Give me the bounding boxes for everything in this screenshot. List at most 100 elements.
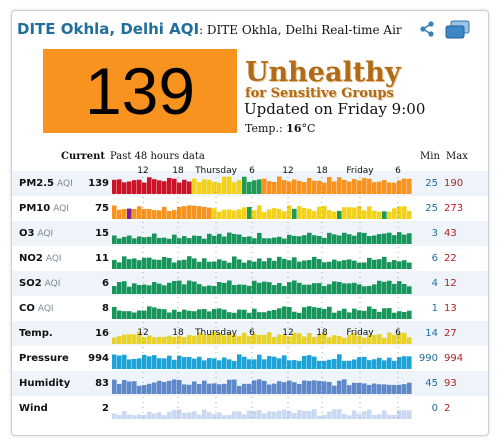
history-bar	[347, 207, 352, 219]
history-bar	[262, 334, 267, 344]
history-bar	[187, 310, 192, 319]
history-bar	[132, 238, 137, 244]
history-bar	[262, 261, 267, 269]
history-bar	[277, 334, 282, 344]
history-bar	[407, 178, 412, 194]
history-bar	[217, 412, 222, 419]
history-bar	[387, 414, 392, 419]
history-bar	[142, 337, 147, 344]
temp-unit: °C	[301, 122, 316, 135]
history-bar	[147, 383, 152, 394]
history-bar	[407, 286, 412, 294]
history-bar	[357, 413, 362, 419]
history-bar	[257, 205, 262, 219]
share-icon[interactable]	[420, 21, 434, 37]
history-bar	[347, 415, 352, 419]
history-bar	[172, 410, 177, 419]
history-bar	[152, 233, 157, 244]
history-bar	[357, 206, 362, 219]
history-bar	[302, 284, 307, 294]
history-bar	[267, 332, 272, 344]
history-bar	[367, 360, 372, 369]
history-bar	[232, 285, 237, 294]
history-bar	[207, 233, 212, 244]
history-bar	[132, 334, 137, 344]
history-bar	[367, 236, 372, 244]
history-bar	[227, 379, 232, 394]
history-bar	[292, 208, 297, 219]
history-bar	[112, 179, 117, 194]
history-bar	[212, 208, 217, 219]
stacked-windows-icon[interactable]	[445, 20, 471, 40]
history-bar	[162, 382, 167, 394]
history-bar	[167, 258, 172, 269]
history-bar	[302, 336, 307, 344]
history-bar	[382, 360, 387, 369]
history-bar	[322, 205, 327, 219]
history-bar	[392, 208, 397, 219]
history-bar	[132, 415, 137, 419]
history-bar	[342, 283, 347, 294]
history-bar	[147, 236, 152, 244]
current-column-header: Current	[61, 151, 106, 162]
history-bar	[282, 286, 287, 294]
history-bar	[317, 283, 322, 294]
history-bar	[292, 257, 297, 269]
history-bar	[282, 355, 287, 369]
history-bar	[332, 181, 337, 194]
history-bar	[272, 207, 277, 219]
station-title[interactable]: DITE Okhla, Delhi AQI	[17, 20, 200, 38]
history-bar	[327, 284, 332, 294]
history-bar	[247, 359, 252, 369]
history-bar	[252, 308, 257, 319]
history-bar	[282, 180, 287, 194]
row-label: O3 AQI	[19, 228, 53, 239]
history-bar	[392, 334, 397, 344]
history-bar	[312, 337, 317, 344]
history-bar	[382, 410, 387, 419]
history-bar	[202, 409, 207, 419]
history-bar	[287, 380, 292, 394]
history-bar	[302, 355, 307, 369]
history-bar	[312, 180, 317, 194]
history-bar	[312, 307, 317, 319]
history-bar	[397, 261, 402, 269]
history-bar	[292, 382, 297, 394]
history-bar	[237, 180, 242, 194]
history-bar	[287, 307, 292, 319]
history-bar	[217, 233, 222, 244]
history-bar	[237, 259, 242, 269]
history-bar	[232, 411, 237, 419]
history-bar	[137, 236, 142, 244]
history-bar	[307, 177, 312, 194]
time-tick-label: 18	[172, 166, 184, 176]
history-bar	[192, 335, 197, 344]
history-bar	[247, 206, 252, 219]
current-value: 83	[95, 378, 109, 389]
history-bar	[397, 206, 402, 219]
history-bar	[132, 312, 137, 319]
temp-label: Temp.:	[245, 122, 283, 135]
history-bar	[372, 235, 377, 244]
history-bar	[127, 235, 132, 244]
history-bar	[252, 210, 257, 219]
history-bar	[317, 334, 322, 344]
history-bar	[287, 360, 292, 369]
history-bar	[247, 383, 252, 394]
history-bar	[407, 410, 412, 419]
history-bar	[147, 306, 152, 319]
history-bar	[162, 336, 167, 344]
current-value: 16	[95, 328, 109, 339]
history-bar	[127, 334, 132, 344]
history-bar	[327, 306, 332, 319]
history-bar	[157, 358, 162, 369]
history-bar	[137, 310, 142, 319]
history-bar	[147, 208, 152, 219]
history-bar	[352, 410, 357, 419]
history-bar	[147, 257, 152, 269]
history-bar	[272, 356, 277, 369]
history-bar	[337, 335, 342, 344]
history-bar	[362, 383, 367, 394]
history-bar	[122, 380, 127, 394]
history-bar	[142, 208, 147, 219]
